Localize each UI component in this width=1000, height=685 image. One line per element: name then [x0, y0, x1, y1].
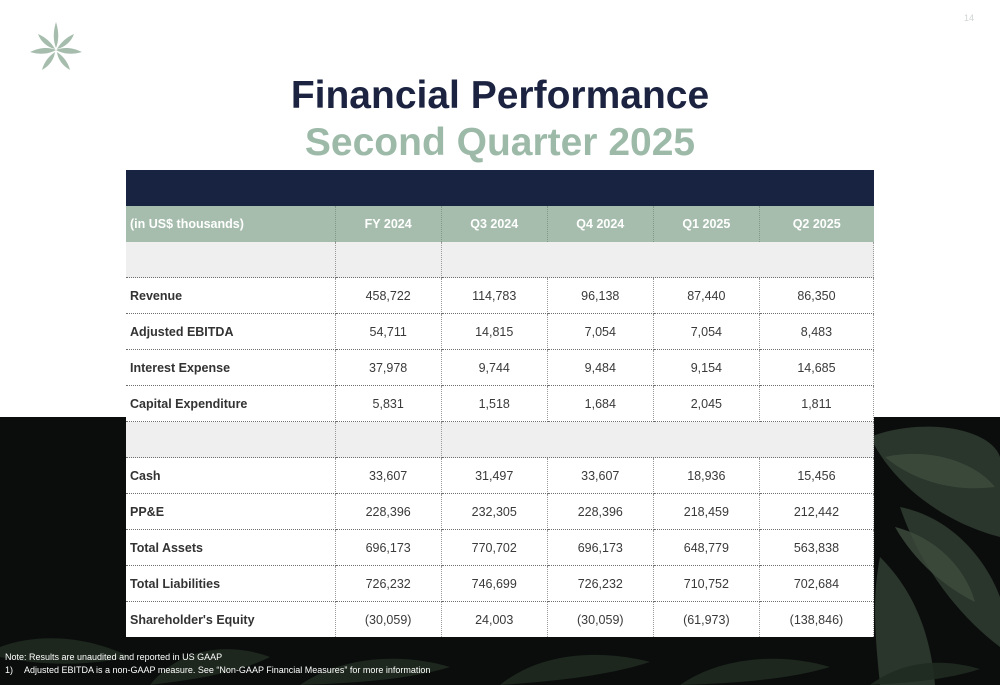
- header-fy2024: FY 2024: [335, 206, 442, 242]
- row-value: 710,752: [653, 565, 760, 602]
- row-label: Interest Expense: [126, 349, 336, 386]
- header-q2-2025: Q2 2025: [759, 206, 874, 242]
- row-value: 31,497: [441, 457, 548, 494]
- row-value: 15,456: [759, 457, 875, 494]
- row-value: 648,779: [653, 529, 760, 566]
- row-value: 5,831: [335, 385, 442, 422]
- section-separator-income: [126, 242, 875, 278]
- row-value: 726,232: [335, 565, 442, 602]
- page-number: 14: [963, 13, 974, 23]
- row-value: 702,684: [759, 565, 875, 602]
- row-value: 7,054: [547, 313, 654, 350]
- row-value: 228,396: [547, 493, 654, 530]
- table-header-row: (in US$ thousands) FY 2024 Q3 2024 Q4 20…: [126, 206, 874, 242]
- leaf-star-logo-icon: [30, 22, 82, 70]
- page-title: Financial Performance: [290, 74, 710, 117]
- row-value: (30,059): [547, 601, 654, 637]
- row-value: (61,973): [653, 601, 760, 637]
- row-value: 1,518: [441, 385, 548, 422]
- footnote-text: Adjusted EBITDA is a non-GAAP measure. S…: [24, 665, 431, 675]
- row-value: 696,173: [335, 529, 442, 566]
- row-value: 14,685: [759, 349, 875, 386]
- row-value: 33,607: [547, 457, 654, 494]
- row-value: 87,440: [653, 277, 760, 314]
- table-row: Adjusted EBITDA 54,711 14,815 7,054 7,054 8,4…: [126, 313, 875, 350]
- row-value: 458,722: [335, 277, 442, 314]
- table-row: Revenue 458,722 114,783 96,138 87,440 86,350: [126, 277, 875, 314]
- table-row: Total Assets 696,173 770,702 696,173 648,779…: [126, 529, 875, 566]
- row-value: 770,702: [441, 529, 548, 566]
- row-label: Shareholder's Equity: [126, 601, 336, 637]
- table-row: Total Liabilities 726,232 746,699 726,232 71…: [126, 565, 875, 602]
- row-value: (138,846): [759, 601, 875, 637]
- row-value: 96,138: [547, 277, 654, 314]
- table-row: Cash 33,607 31,497 33,607 18,936 15,456: [126, 457, 875, 494]
- row-value: 86,350: [759, 277, 875, 314]
- table-row: PP&E 228,396 232,305 228,396 218,459 212,442: [126, 493, 875, 530]
- row-value: 54,711: [335, 313, 442, 350]
- row-value: 746,699: [441, 565, 548, 602]
- row-value: 696,173: [547, 529, 654, 566]
- header-units: (in US$ thousands): [126, 206, 336, 242]
- row-value: 726,232: [547, 565, 654, 602]
- row-value: 14,815: [441, 313, 548, 350]
- table-row: Interest Expense 37,978 9,744 9,484 9,154 14,…: [126, 349, 875, 386]
- row-value: 218,459: [653, 493, 760, 530]
- row-value: (30,059): [335, 601, 442, 637]
- row-value: 212,442: [759, 493, 875, 530]
- header-q1-2025: Q1 2025: [653, 206, 760, 242]
- row-value: 18,936: [653, 457, 760, 494]
- row-value: 9,484: [547, 349, 654, 386]
- row-value: 228,396: [335, 493, 442, 530]
- row-value: 33,607: [335, 457, 442, 494]
- row-value: 232,305: [441, 493, 548, 530]
- row-label: Total Liabilities: [126, 565, 336, 602]
- row-label: Adjusted EBITDA: [126, 313, 336, 350]
- table-row: Capital Expenditure 5,831 1,518 1,684 2,045 1…: [126, 385, 875, 422]
- row-value: 8,483: [759, 313, 875, 350]
- table-top-bar: [126, 170, 874, 206]
- page-subtitle: Second Quarter 2025: [304, 121, 696, 164]
- row-value: 2,045: [653, 385, 760, 422]
- footnote-line: 1) Adjusted EBITDA is a non-GAAP measure.…: [5, 664, 430, 677]
- note-line: Note: Results are unaudited and reported…: [5, 652, 223, 662]
- row-label: Revenue: [126, 277, 336, 314]
- row-value: 563,838: [759, 529, 875, 566]
- row-value: 1,811: [759, 385, 875, 422]
- row-label: PP&E: [126, 493, 336, 530]
- footnotes: Note: Results are unaudited and reported…: [5, 651, 430, 677]
- row-label: Cash: [126, 457, 336, 494]
- row-label: Total Assets: [126, 529, 336, 566]
- row-label: Capital Expenditure: [126, 385, 336, 422]
- financial-performance-table: (in US$ thousands) FY 2024 Q3 2024 Q4 20…: [126, 170, 875, 637]
- header-q3-2024: Q3 2024: [441, 206, 548, 242]
- table-row: Shareholder's Equity (30,059) 24,003 (30,05…: [126, 601, 875, 637]
- row-value: 9,744: [441, 349, 548, 386]
- header-q4-2024: Q4 2024: [547, 206, 654, 242]
- row-value: 1,684: [547, 385, 654, 422]
- row-value: 37,978: [335, 349, 442, 386]
- section-separator-balance: [126, 421, 875, 458]
- row-value: 7,054: [653, 313, 760, 350]
- row-value: 24,003: [441, 601, 548, 637]
- row-value: 114,783: [441, 277, 548, 314]
- row-value: 9,154: [653, 349, 760, 386]
- footnote-number: 1): [5, 665, 14, 675]
